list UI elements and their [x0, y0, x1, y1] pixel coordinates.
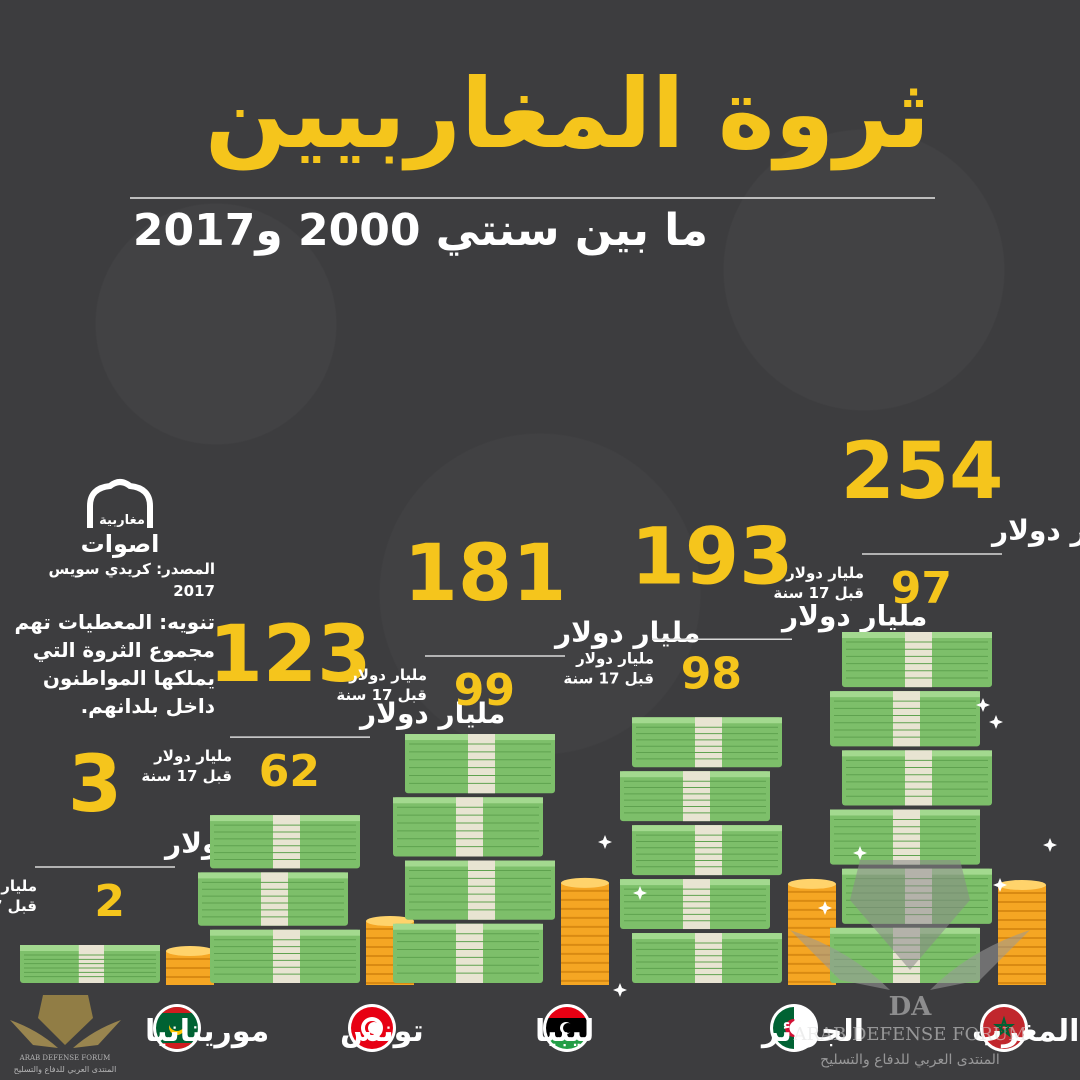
- coin-top: [166, 946, 214, 956]
- note-text: تنويه: المعطيات تهم مجموع الثروة التي يم…: [14, 610, 216, 718]
- flag-morocco: [980, 1004, 1028, 1052]
- bar-libya: [393, 734, 555, 983]
- sparkle-icon: [613, 983, 627, 997]
- bar-morocco: [830, 632, 992, 983]
- coin-top: [366, 916, 414, 927]
- cash-band: [905, 868, 932, 924]
- flag-algeria: [770, 1004, 818, 1052]
- value-unit: مليار دولار: [553, 616, 700, 649]
- prev-label: مليار دولار: [348, 666, 427, 684]
- country-label: ليبيا: [535, 1014, 594, 1049]
- value-2000: 99: [454, 665, 515, 716]
- cash-band: [893, 809, 920, 865]
- value-unit: مليار دولار: [358, 697, 505, 730]
- prev-label: مليار دولار: [785, 564, 864, 582]
- value-unit: مليار دولار: [990, 514, 1080, 547]
- cash-band: [456, 923, 483, 983]
- sparkle-icon: [633, 886, 647, 900]
- coin-stack-libya: [561, 877, 609, 985]
- value-2017: 193: [631, 512, 794, 602]
- value-2017: 3: [68, 740, 122, 830]
- value-2017: 123: [209, 610, 372, 700]
- coin-top: [561, 877, 609, 888]
- logo-small-text: مغاربية: [99, 513, 145, 528]
- flag-mauritania: [153, 1004, 201, 1052]
- sparkle-icon: [993, 878, 1007, 892]
- cash-band: [905, 632, 932, 688]
- cash-band: [273, 929, 300, 983]
- cash-band: [468, 860, 495, 920]
- value-2000: 62: [259, 746, 320, 797]
- cash-band: [893, 927, 920, 983]
- value-2017: 181: [404, 529, 567, 619]
- cash-band: [683, 879, 710, 930]
- country-label: موريتانيا: [145, 1014, 269, 1049]
- country-label: المغرب: [972, 1014, 1079, 1049]
- coin-stack-mauritania: [166, 946, 214, 985]
- sparkle-icon: [976, 698, 990, 712]
- sparkle-icon: [1043, 838, 1057, 852]
- value-2000: 2: [94, 876, 125, 927]
- page-title: ثروة المغاربيين: [204, 58, 930, 170]
- coin-stack-algeria: [788, 878, 836, 985]
- cash-band: [893, 691, 920, 747]
- cash-band: [695, 933, 722, 983]
- bar-tunisia: [198, 815, 360, 983]
- cash-band: [695, 825, 722, 876]
- sparkle-icon: [989, 715, 1003, 729]
- title-divider: [130, 197, 935, 199]
- country-label: تونس: [340, 1014, 424, 1049]
- cash-band: [905, 750, 932, 806]
- cash-band: [273, 815, 300, 869]
- prev-label: مليار دولار: [0, 877, 37, 895]
- coin-top: [788, 878, 836, 889]
- value-2000: 97: [891, 563, 952, 614]
- sparkle-icon: [853, 846, 867, 860]
- coin-body: [788, 883, 836, 985]
- sparkle-icon: [818, 901, 832, 915]
- bar-algeria: [620, 717, 782, 983]
- value-2017: 254: [841, 427, 1004, 517]
- country-label: الجزائر: [760, 1014, 864, 1049]
- coin-body: [561, 882, 609, 985]
- sparkle-icon: [598, 835, 612, 849]
- cash-band: [468, 734, 495, 794]
- cash-band: [456, 797, 483, 857]
- value-unit: مليار دولار: [780, 599, 927, 632]
- flag-libya: [543, 1004, 591, 1052]
- side-note: المصدر: كريدي سويس 2017 تنويه: المعطيات …: [10, 558, 216, 720]
- page-subtitle: ما بين سنتي 2000 و2017: [132, 205, 708, 256]
- source-text: المصدر: كريدي سويس 2017: [48, 560, 215, 600]
- coin-top: [998, 879, 1046, 890]
- value-2000: 98: [681, 648, 742, 699]
- coin-body: [998, 884, 1046, 985]
- cash-band: [261, 872, 288, 926]
- prev-label-ago: قبل 17 سنة: [0, 897, 37, 915]
- coin-stack-morocco: [998, 879, 1046, 985]
- bar-mauritania: [20, 945, 160, 983]
- prev-label: مليار دولار: [575, 649, 654, 667]
- flag-tunisia: [348, 1004, 396, 1052]
- prev-label-ago: قبل 17 سنة: [141, 767, 232, 785]
- prev-label: مليار دولار: [153, 747, 232, 765]
- cash-band: [683, 771, 710, 822]
- cash-band: [695, 717, 722, 768]
- prev-label-ago: قبل 17 سنة: [336, 686, 427, 704]
- maghrebia-logo: مغاربية اصوات: [81, 479, 160, 558]
- prev-label-ago: قبل 17 سنة: [563, 669, 654, 687]
- logo-big-text: اصوات: [81, 530, 160, 558]
- prev-label-ago: قبل 17 سنة: [773, 584, 864, 602]
